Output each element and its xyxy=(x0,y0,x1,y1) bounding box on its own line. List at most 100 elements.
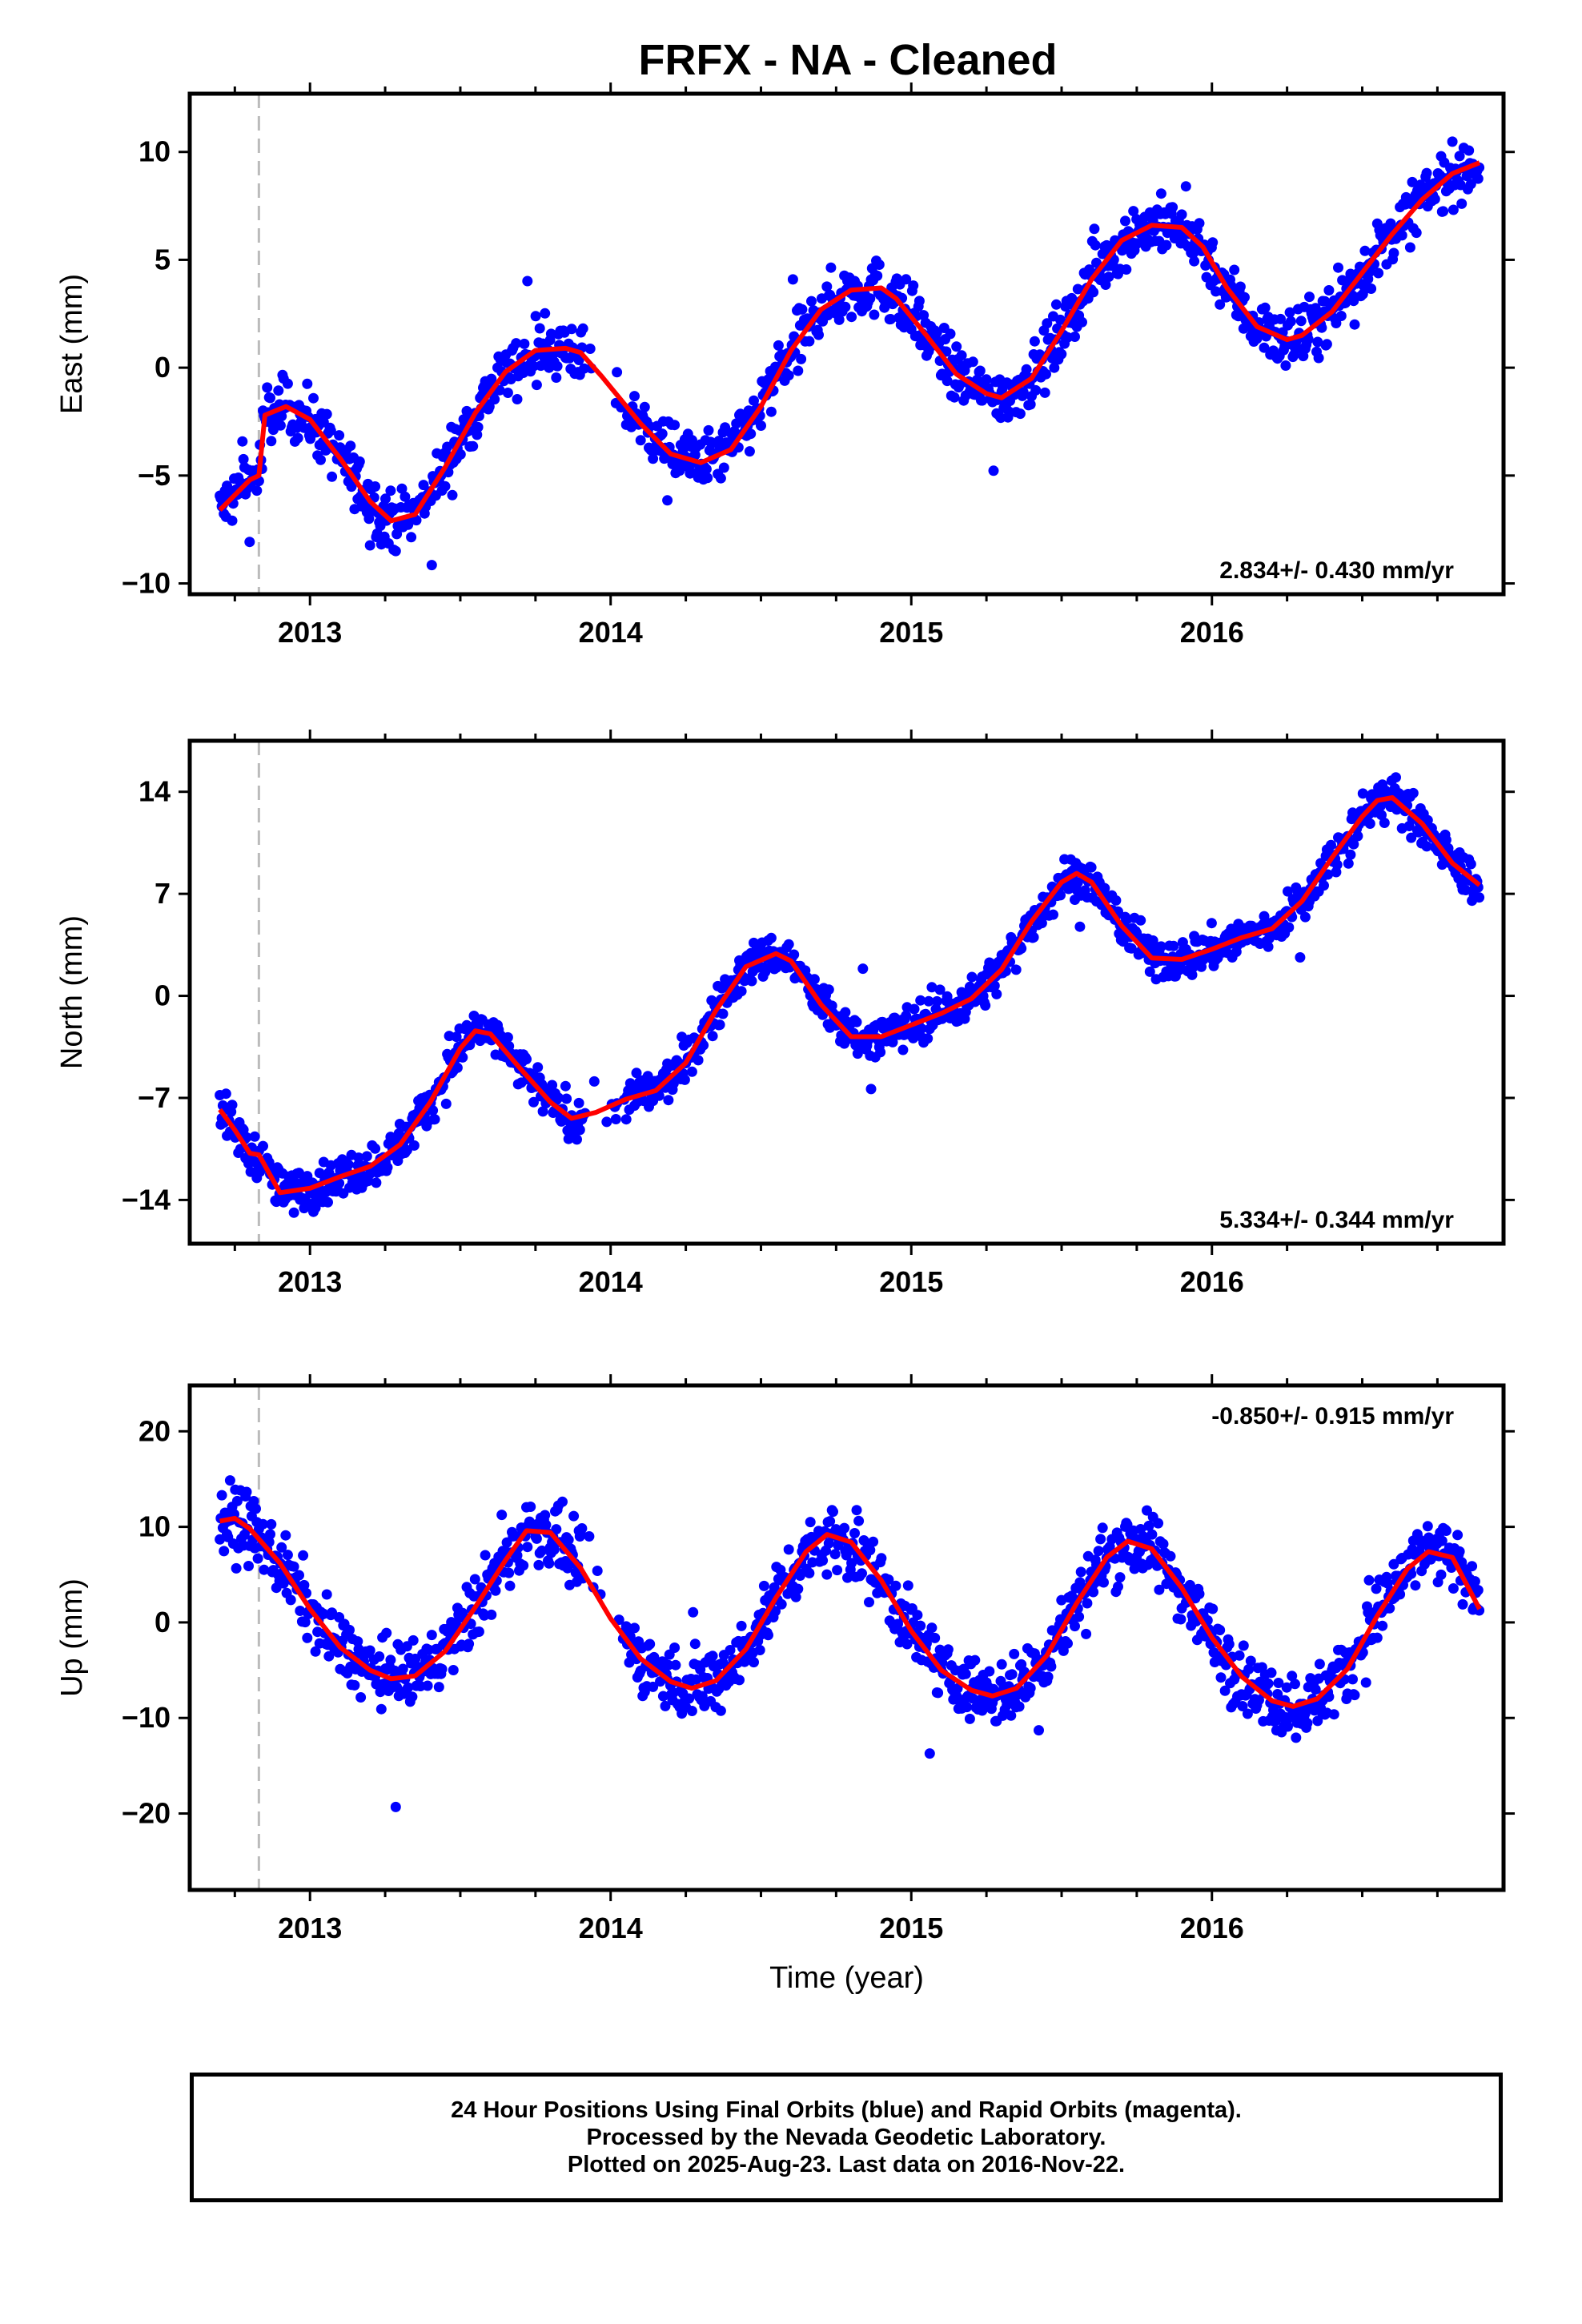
data-point xyxy=(563,1534,574,1546)
data-point xyxy=(945,328,956,340)
data-point xyxy=(512,1550,523,1561)
data-point xyxy=(984,1666,995,1677)
data-point xyxy=(249,1131,260,1142)
data-point xyxy=(1010,964,1022,975)
data-point xyxy=(865,1084,877,1095)
data-point xyxy=(851,1505,862,1516)
east-data-points xyxy=(215,136,1485,571)
data-point xyxy=(821,281,833,292)
data-point xyxy=(1075,1566,1086,1578)
data-point xyxy=(952,1683,963,1694)
data-point xyxy=(1229,264,1240,275)
data-point xyxy=(1472,173,1484,184)
data-point xyxy=(1310,1684,1321,1695)
data-point xyxy=(1465,179,1476,190)
data-point xyxy=(472,421,484,432)
data-point xyxy=(219,1507,231,1518)
data-point xyxy=(224,1475,235,1486)
data-point xyxy=(629,1622,640,1634)
data-point xyxy=(1114,1572,1126,1583)
data-point xyxy=(1259,342,1270,353)
data-point xyxy=(648,1681,659,1692)
data-point xyxy=(796,353,807,364)
data-point xyxy=(970,1655,981,1666)
data-point xyxy=(547,1080,558,1091)
data-point xyxy=(865,293,876,304)
data-point xyxy=(942,1644,954,1655)
data-point xyxy=(1404,242,1415,253)
data-point xyxy=(1074,1611,1085,1622)
data-point xyxy=(400,491,411,502)
data-point xyxy=(1006,1710,1017,1721)
data-point xyxy=(689,1638,701,1650)
data-point xyxy=(1447,136,1458,147)
data-point xyxy=(530,311,541,322)
data-point xyxy=(869,309,880,320)
data-point xyxy=(686,1066,697,1077)
data-point xyxy=(1474,892,1485,903)
data-point xyxy=(1093,1546,1104,1557)
data-point xyxy=(522,275,533,287)
data-point xyxy=(1050,299,1062,310)
data-point xyxy=(1284,307,1295,318)
data-point xyxy=(375,1687,386,1698)
data-point xyxy=(490,1585,501,1596)
data-point xyxy=(693,1055,704,1066)
data-point xyxy=(1097,1522,1108,1534)
north-plot-frame xyxy=(187,738,1506,1246)
data-point xyxy=(461,405,472,416)
data-point xyxy=(429,1114,440,1125)
data-point xyxy=(393,1128,404,1139)
data-point xyxy=(370,1143,381,1154)
data-point xyxy=(902,1580,913,1591)
data-point xyxy=(1440,1526,1452,1536)
data-point xyxy=(382,1162,393,1173)
data-point xyxy=(321,408,332,420)
data-point xyxy=(1295,952,1306,963)
data-point xyxy=(1360,1677,1371,1688)
data-point xyxy=(960,1668,971,1679)
data-point xyxy=(1180,181,1191,192)
data-point xyxy=(1316,322,1327,333)
data-point xyxy=(531,380,542,391)
data-point xyxy=(1359,245,1371,256)
data-point xyxy=(840,301,851,312)
data-point xyxy=(1395,1589,1406,1600)
data-point xyxy=(787,274,798,285)
data-point xyxy=(1323,869,1334,880)
data-point xyxy=(926,1622,938,1634)
data-point xyxy=(942,376,953,387)
data-point xyxy=(532,1062,544,1073)
data-point xyxy=(629,391,640,402)
data-point xyxy=(754,1645,765,1655)
data-point xyxy=(533,1559,544,1570)
up-model-fit-line xyxy=(219,1515,1482,1709)
x-tick-label: 2016 xyxy=(1180,1912,1244,1944)
data-point xyxy=(1046,1661,1057,1672)
data-point xyxy=(577,323,588,334)
data-point xyxy=(241,1486,252,1498)
data-point xyxy=(1189,255,1200,267)
data-point xyxy=(457,1051,468,1063)
data-point xyxy=(817,1555,829,1566)
data-point xyxy=(1295,316,1307,327)
data-point xyxy=(974,365,986,376)
data-point xyxy=(915,995,926,1006)
data-point xyxy=(288,1207,299,1218)
data-point xyxy=(1144,966,1155,977)
data-point xyxy=(865,1545,876,1556)
data-point xyxy=(849,1528,860,1538)
data-point xyxy=(282,1550,293,1561)
data-point xyxy=(320,444,331,456)
data-point xyxy=(1321,339,1332,350)
data-point xyxy=(1167,202,1178,213)
data-point xyxy=(901,1638,913,1650)
data-point xyxy=(909,1003,920,1015)
data-point xyxy=(1407,176,1418,187)
data-point xyxy=(840,1007,851,1018)
data-point xyxy=(1168,940,1179,951)
data-point xyxy=(1081,1628,1092,1639)
data-point xyxy=(1120,215,1130,227)
data-point xyxy=(612,367,623,378)
data-point xyxy=(574,1124,585,1136)
